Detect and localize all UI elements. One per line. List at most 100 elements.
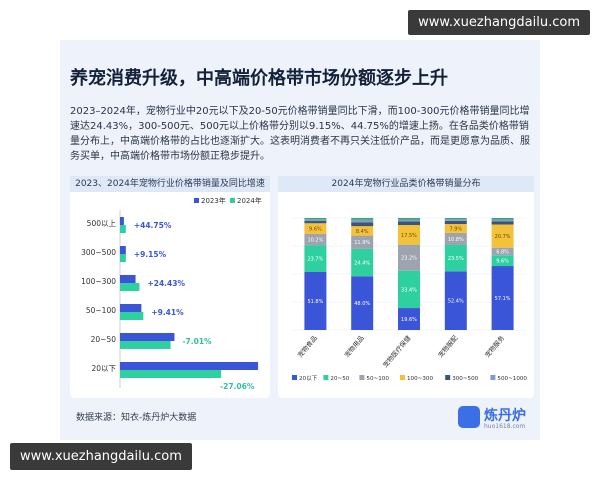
stack-segment-2-1 [398, 270, 420, 309]
bar-2023-4 [120, 333, 175, 341]
legend-swatch-2 [359, 375, 365, 380]
stack-segment-4-5 [491, 219, 514, 222]
stack-segment-1-6 [351, 218, 374, 220]
segment-label-3-0: 52.4% [448, 299, 464, 305]
growth-label-4: -7.01% [182, 337, 212, 346]
stack-segment-1-4 [351, 222, 374, 227]
bar-2024-4 [120, 341, 171, 349]
stack-segment-2-2 [398, 244, 420, 271]
segment-label-1-1: 24.4% [354, 261, 370, 267]
growth-label-3: +9.41% [151, 308, 184, 317]
segment-label-2-3: 17.5% [401, 233, 417, 239]
stack-segment-0-0 [304, 271, 327, 330]
stack-segment-0-1 [304, 245, 327, 272]
legend-label-0: 20以下 [299, 375, 318, 382]
segment-label-3-2: 10.8% [448, 237, 464, 243]
furnace-logo-icon [458, 406, 480, 428]
page-title: 养宠消费升级，中高端价格带市场份额逐步上升 [70, 68, 448, 89]
segment-label-0-3: 9.6% [309, 227, 322, 233]
left-chart-title: 2023、2024年宠物行业价格带销量及同比增速 [70, 176, 270, 192]
legend-swatch-4 [445, 375, 451, 380]
bar-2023-2 [120, 275, 136, 283]
legend-swatch-0 [292, 375, 297, 380]
stack-segment-4-1 [491, 255, 514, 267]
stack-segment-0-6 [304, 218, 327, 220]
legend-swatch-3 [400, 375, 405, 380]
segment-label-3-3: 7.9% [449, 226, 462, 232]
segment-label-2-2: 23.2% [401, 256, 417, 262]
brand-logo: 炼丹炉 huo1618.com [458, 402, 536, 432]
legend-label-0: 2023年 [201, 196, 226, 205]
segment-label-1-2: 11.9% [354, 240, 370, 246]
segment-label-2-1: 33.4% [401, 287, 417, 293]
segment-label-0-1: 23.7% [307, 257, 323, 263]
stack-segment-4-2 [491, 247, 514, 256]
stack-segment-3-0 [444, 271, 467, 330]
stack-segment-0-5 [304, 219, 327, 222]
legend-swatch-1 [323, 375, 329, 380]
stack-segment-3-1 [444, 244, 467, 272]
stack-segment-2-3 [398, 225, 420, 245]
description-paragraph: 2023–2024年，宠物行业中20元以下及20-50元价格带销量同比下滑，而1… [70, 106, 530, 162]
stack-segment-2-5 [398, 219, 420, 222]
stack-segment-0-3 [304, 223, 327, 235]
bar-2024-2 [120, 283, 140, 291]
category-label-0: 宠物食品 [295, 334, 319, 360]
stack-segment-2-6 [398, 218, 420, 220]
stack-segment-1-5 [351, 219, 374, 223]
bar-2023-5 [120, 362, 259, 370]
right-chart-title: 2024年宠物行业品类价格带销量分布 [278, 176, 534, 192]
segment-label-1-0: 48.0% [354, 301, 370, 307]
growth-label-1: +9.15% [134, 250, 167, 259]
segment-label-3-1: 23.5% [448, 256, 464, 262]
stack-segment-0-4 [304, 221, 327, 224]
segment-label-4-1: 9.6% [496, 259, 509, 265]
segment-label-4-0: 57.1% [495, 296, 511, 302]
category-label-2: 宠物医疗保健 [381, 333, 413, 369]
legend-swatch-1 [230, 198, 235, 203]
category-label-5: 20以下 [91, 364, 116, 373]
legend-label-5: 500~1000 [497, 376, 527, 382]
stack-segment-0-2 [304, 234, 327, 246]
legend-label-3: 100~300 [407, 376, 433, 382]
segment-label-4-3: 20.7% [495, 234, 511, 240]
watermark-bottom: www.xuezhangdailu.com [10, 443, 192, 470]
legend-label-4: 300~500 [452, 376, 478, 382]
stack-segment-1-1 [351, 248, 374, 277]
growth-label-2: +24.43% [147, 279, 185, 288]
stack-segment-4-3 [491, 224, 514, 248]
segment-label-4-2: 6.8% [496, 249, 509, 255]
segment-label-1-3: 8.4% [356, 229, 369, 235]
segment-label-0-2: 10.2% [307, 238, 323, 244]
stack-segment-1-0 [351, 276, 374, 330]
bar-2024-5 [120, 370, 222, 378]
growth-label-5: -27.06% [220, 382, 255, 391]
category-label-1: 300~500 [81, 248, 116, 257]
category-label-1: 宠物用品 [342, 334, 366, 360]
watermark-top: www.xuezhangdailu.com [408, 10, 590, 35]
legend-label-1: 2024年 [237, 196, 262, 205]
category-label-0: 500以上 [87, 219, 117, 228]
legend-swatch-0 [194, 198, 199, 203]
stack-segment-1-3 [351, 226, 374, 236]
category-label-2: 100~300 [81, 277, 116, 286]
stack-segment-4-4 [491, 221, 514, 225]
bar-2024-3 [120, 312, 144, 320]
bar-2023-3 [120, 304, 142, 312]
stack-segment-3-4 [444, 220, 467, 225]
data-source: 数据来源：知衣-炼丹炉大数据 [76, 413, 197, 423]
category-label-4: 20~50 [91, 335, 117, 344]
stack-segment-3-3 [444, 224, 467, 233]
bar-2024-1 [120, 254, 126, 262]
bar-2023-1 [120, 246, 126, 254]
price-band-sales-chart: 2023年 2024年 500以上 +44.75% 300~500 +9.15% 100~3… [81, 196, 262, 391]
legend-swatch-5 [490, 375, 496, 380]
stack-segment-2-0 [398, 308, 420, 330]
category-label-3: 宠物服配 [436, 333, 460, 359]
growth-label-0: +44.75% [134, 221, 172, 230]
legend-label-2: 50~100 [366, 376, 389, 382]
stack-segment-4-6 [491, 218, 514, 220]
stack-segment-4-0 [491, 266, 514, 330]
bar-2023-0 [120, 217, 124, 225]
category-label-4: 宠物服务 [483, 333, 507, 359]
